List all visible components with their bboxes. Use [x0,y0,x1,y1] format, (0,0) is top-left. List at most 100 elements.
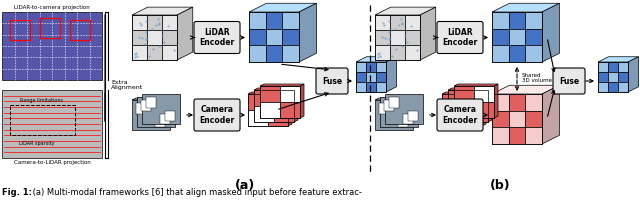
Bar [509,127,525,144]
Bar [618,72,628,82]
Polygon shape [448,88,492,90]
Bar [356,62,386,92]
Bar [525,12,542,29]
Bar [248,94,288,126]
Bar [525,29,542,45]
Bar [10,20,30,40]
Bar [282,29,299,45]
Bar [254,106,274,122]
Bar [266,29,282,45]
Bar [408,110,419,121]
Polygon shape [420,7,436,60]
Bar [608,82,618,92]
Text: (a) Multi-modal frameworks [6] that align masked input before feature extrac-: (a) Multi-modal frameworks [6] that alig… [30,188,362,197]
Bar [40,18,60,38]
Bar [366,62,376,72]
Bar [254,90,294,122]
Bar [384,100,394,111]
Bar [525,111,542,127]
Bar [492,12,509,29]
Bar [492,12,542,62]
Bar [248,110,268,126]
Polygon shape [542,85,559,144]
Text: Fuse: Fuse [322,76,342,86]
Polygon shape [300,84,304,118]
Polygon shape [177,7,193,60]
Bar [492,94,509,111]
Bar [598,72,608,82]
Text: Fuse: Fuse [559,76,579,86]
Bar [147,45,162,60]
Polygon shape [299,3,317,62]
Bar [141,100,152,111]
Bar [366,72,376,82]
Bar [608,62,618,72]
Bar [474,102,494,118]
Bar [454,86,494,118]
Bar [266,12,282,29]
Bar [509,45,525,62]
Bar [147,15,162,30]
Bar [509,111,525,127]
Polygon shape [132,98,174,100]
Bar [70,20,90,40]
Bar [260,102,280,118]
Bar [389,97,399,108]
Polygon shape [375,98,417,100]
Text: LiDAR-to-camera projection: LiDAR-to-camera projection [14,5,90,10]
Text: Shared
3D volume space: Shared 3D volume space [522,73,570,83]
Bar [454,102,474,118]
FancyBboxPatch shape [194,99,240,131]
Bar [282,45,299,62]
Bar [403,114,413,124]
Bar [146,97,156,108]
Polygon shape [442,92,486,94]
Bar [390,30,405,45]
Text: LiDAR sparsity: LiDAR sparsity [19,141,55,146]
Bar [249,29,266,45]
Bar [454,86,474,102]
Bar [385,94,423,124]
Bar [448,90,468,106]
Bar [162,30,177,45]
Bar [379,103,389,114]
Bar [376,62,386,72]
Bar [598,62,608,72]
Polygon shape [598,57,639,62]
FancyBboxPatch shape [437,21,483,53]
Bar [2,12,102,80]
Text: (a): (a) [235,178,255,192]
Bar [442,110,462,126]
Bar [254,90,274,106]
Bar [405,45,420,60]
Bar [492,111,509,127]
Bar [448,106,468,122]
Bar [525,94,542,111]
Bar [468,106,488,122]
Bar [376,72,386,82]
Bar [155,116,165,127]
Polygon shape [628,57,639,92]
Bar [266,45,282,62]
Bar [249,12,299,62]
Bar [132,30,147,45]
Bar [280,86,300,102]
Bar [509,94,525,111]
FancyBboxPatch shape [316,68,348,94]
Polygon shape [386,57,397,92]
Bar [375,45,390,60]
Bar [136,103,147,114]
Polygon shape [249,3,317,12]
Text: Extra
Alignment: Extra Alignment [111,80,143,90]
Bar [375,15,390,30]
Bar [618,82,628,92]
Polygon shape [488,88,492,122]
Bar [375,30,390,45]
Bar [249,45,266,62]
Polygon shape [356,57,397,62]
Polygon shape [132,7,193,15]
Bar [2,90,102,158]
Bar [468,90,488,106]
Bar [132,15,177,60]
FancyBboxPatch shape [553,68,585,94]
